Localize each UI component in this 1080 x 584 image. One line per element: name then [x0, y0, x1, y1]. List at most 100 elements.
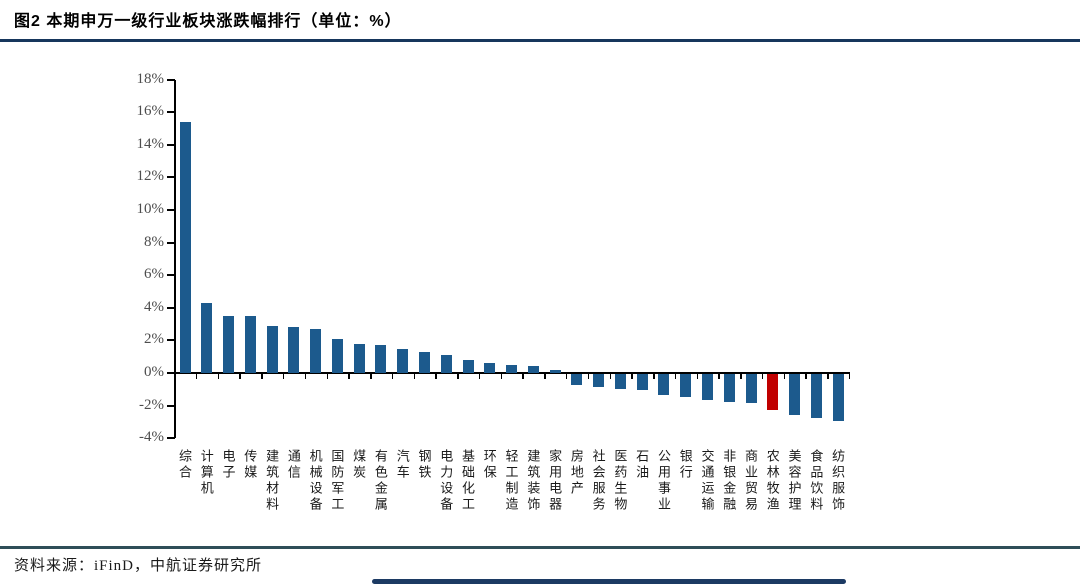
x-axis-tick	[239, 372, 241, 379]
y-axis-tick	[167, 143, 175, 146]
bar	[288, 327, 300, 373]
x-axis-tick	[805, 372, 807, 379]
bar	[680, 374, 692, 397]
y-axis-tick-label: 14%	[136, 135, 165, 152]
x-axis-tick	[217, 372, 220, 379]
x-axis-category-label: 家用电器	[547, 449, 563, 513]
figure-title: 图2 本期申万一级行业板块涨跌幅排行（单位：%）	[14, 13, 402, 30]
x-axis-zero-line	[174, 372, 849, 374]
x-axis-category-label: 食品饮料	[808, 449, 824, 513]
y-axis-tick-label: 10%	[136, 201, 165, 217]
x-axis-category-label: 医药生物	[612, 449, 628, 513]
x-axis-category-label: 房地产	[568, 449, 584, 497]
y-axis-tick	[167, 78, 175, 81]
y-axis-tick-label: 16%	[136, 103, 165, 120]
y-axis-tick	[167, 339, 175, 342]
x-axis-category-label: 通信	[285, 449, 301, 481]
bar	[462, 359, 474, 373]
x-axis-tick	[653, 372, 655, 379]
footer-divider-line	[0, 546, 1080, 549]
x-axis-tick	[500, 372, 503, 379]
bar	[810, 374, 822, 418]
x-axis-category-label: 交通运输	[699, 449, 715, 513]
x-axis-tick	[587, 372, 590, 379]
x-axis-category-label: 石油	[634, 449, 650, 481]
x-axis-tick	[174, 372, 176, 379]
bar	[658, 374, 670, 396]
x-axis-category-label: 综合	[177, 449, 192, 481]
x-axis-category-label: 电力设备	[438, 449, 454, 513]
y-axis-tick	[167, 306, 175, 309]
x-axis-tick	[348, 372, 350, 379]
y-axis-tick-label: 8%	[144, 233, 164, 250]
x-axis-tick	[783, 372, 786, 379]
x-axis-tick	[195, 372, 198, 379]
x-axis-tick	[740, 372, 742, 379]
x-axis-category-label: 环保	[481, 449, 497, 481]
x-axis-category-label: 基础化工	[460, 449, 475, 513]
y-axis-tick-label: 12%	[136, 168, 165, 185]
x-axis-tick	[609, 372, 611, 379]
x-axis-tick	[565, 372, 568, 379]
x-axis-category-label: 电子	[220, 449, 236, 481]
y-axis-tick-label: -2%	[139, 396, 164, 413]
bar	[310, 328, 322, 373]
bar	[614, 374, 626, 389]
x-axis-category-label: 建筑装饰	[525, 449, 541, 513]
x-axis-tick	[304, 372, 307, 379]
bar	[440, 355, 452, 373]
x-axis-tick	[478, 372, 481, 379]
bar	[484, 363, 496, 373]
x-axis-tick	[674, 372, 677, 379]
bar	[701, 374, 713, 401]
x-axis-category-label: 钢铁	[416, 449, 432, 481]
bar	[527, 366, 539, 373]
x-axis-tick	[261, 372, 263, 379]
x-axis-category-label: 社会服务	[590, 449, 606, 513]
y-axis-tick	[167, 274, 175, 277]
y-axis-tick	[167, 372, 175, 374]
y-axis-tick	[167, 176, 175, 179]
bar	[418, 351, 430, 373]
x-axis-category-label: 农林牧渔	[764, 449, 780, 513]
bar	[375, 345, 387, 373]
x-axis-category-label: 非银金融	[721, 449, 737, 513]
bar	[353, 343, 365, 373]
y-axis-tick	[167, 404, 175, 407]
x-axis-tick	[631, 372, 633, 379]
bar	[789, 374, 801, 415]
x-axis-tick	[761, 372, 764, 379]
bar	[506, 364, 518, 373]
title-divider-line	[0, 39, 1080, 42]
x-axis-category-label: 银行	[677, 449, 693, 481]
x-axis-tick	[718, 372, 720, 379]
x-axis-tick	[435, 372, 437, 379]
x-axis-tick	[544, 372, 546, 379]
data-source-caption: 资料来源：iFinD，中航证券研究所	[14, 558, 263, 574]
x-axis-category-label: 传媒	[242, 449, 258, 481]
bar	[636, 374, 648, 391]
x-axis-category-label: 汽车	[394, 449, 410, 481]
y-axis-tick	[167, 209, 175, 211]
bar	[331, 338, 343, 373]
x-axis-tick	[522, 372, 524, 379]
bar	[832, 374, 844, 422]
bar	[723, 374, 735, 402]
x-axis-category-label: 计算机	[198, 449, 214, 497]
y-axis-tick-label: -4%	[139, 429, 164, 446]
bar	[223, 315, 235, 373]
x-axis-category-label: 机械设备	[307, 449, 323, 513]
bar	[266, 325, 278, 373]
x-axis-tick	[282, 372, 285, 379]
bar	[571, 374, 583, 386]
bar-highlighted	[767, 374, 779, 410]
y-axis-tick-label: 18%	[136, 70, 165, 87]
x-axis-category-label: 建筑材料	[264, 449, 280, 513]
bar	[201, 302, 213, 373]
x-axis-tick	[848, 372, 851, 379]
y-axis-tick	[167, 111, 175, 114]
bar	[244, 315, 256, 373]
x-axis-tick	[326, 372, 328, 379]
